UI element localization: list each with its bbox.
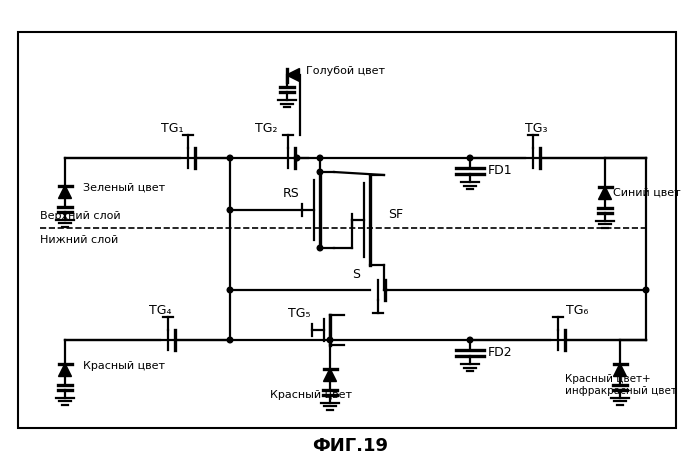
- Text: RS: RS: [284, 187, 300, 200]
- Text: SF: SF: [388, 208, 403, 221]
- Text: Верхний слой: Верхний слой: [40, 211, 120, 221]
- FancyBboxPatch shape: [18, 32, 676, 428]
- Circle shape: [467, 337, 473, 343]
- Text: TG₆: TG₆: [566, 304, 589, 316]
- Text: Синий цвет: Синий цвет: [613, 188, 680, 198]
- Text: TG₃: TG₃: [525, 122, 547, 134]
- Text: S: S: [352, 267, 360, 280]
- Text: TG₄: TG₄: [148, 304, 172, 316]
- Text: инфракрасный цвет: инфракрасный цвет: [565, 386, 677, 396]
- Polygon shape: [59, 364, 71, 377]
- Circle shape: [327, 337, 332, 343]
- Text: FD1: FD1: [488, 164, 512, 177]
- Circle shape: [317, 155, 323, 161]
- Text: Красный цвет: Красный цвет: [270, 390, 352, 400]
- Circle shape: [228, 207, 233, 213]
- Polygon shape: [598, 187, 612, 200]
- Polygon shape: [286, 68, 300, 81]
- Circle shape: [317, 169, 323, 175]
- Polygon shape: [323, 369, 337, 382]
- Circle shape: [228, 155, 233, 161]
- Circle shape: [467, 155, 473, 161]
- Text: TG₂: TG₂: [255, 122, 277, 134]
- Circle shape: [228, 337, 233, 343]
- Text: Красный цвет: Красный цвет: [83, 361, 165, 371]
- Text: Красный цвет+: Красный цвет+: [565, 374, 650, 384]
- Circle shape: [643, 287, 649, 293]
- Polygon shape: [59, 186, 71, 199]
- Circle shape: [317, 245, 323, 251]
- Text: ФИГ.19: ФИГ.19: [312, 437, 388, 455]
- Text: FD2: FD2: [488, 346, 512, 359]
- Text: Голубой цвет: Голубой цвет: [305, 66, 384, 76]
- Polygon shape: [613, 364, 626, 377]
- Circle shape: [294, 155, 300, 161]
- Circle shape: [228, 287, 233, 293]
- Text: Зеленый цвет: Зеленый цвет: [83, 183, 165, 193]
- Text: TG₅: TG₅: [288, 307, 310, 320]
- Text: Нижний слой: Нижний слой: [40, 235, 118, 245]
- Text: TG₁: TG₁: [161, 122, 183, 134]
